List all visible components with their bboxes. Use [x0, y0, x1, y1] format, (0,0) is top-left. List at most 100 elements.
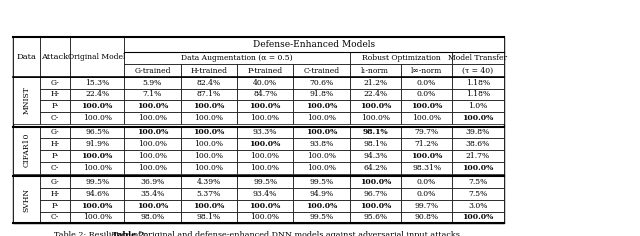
Text: H-: H-: [51, 190, 60, 198]
Bar: [180, 138, 237, 150]
Bar: [124, 88, 180, 100]
Bar: [349, 77, 401, 88]
Text: 7.5%: 7.5%: [468, 190, 488, 198]
Text: H-: H-: [51, 90, 60, 98]
Bar: [401, 64, 452, 77]
Text: G-: G-: [51, 178, 60, 186]
Text: 100.0%: 100.0%: [412, 114, 441, 122]
Bar: [452, 176, 504, 188]
Text: 100.0%: 100.0%: [250, 102, 281, 110]
Text: 94.3%: 94.3%: [363, 152, 387, 160]
Text: (τ = 40): (τ = 40): [463, 67, 493, 75]
Text: 100.0%: 100.0%: [81, 202, 113, 210]
Text: 93.4%: 93.4%: [253, 190, 277, 198]
Bar: [349, 150, 401, 162]
Bar: [237, 211, 293, 223]
Text: 15.3%: 15.3%: [85, 79, 109, 87]
Text: 0.0%: 0.0%: [417, 90, 436, 98]
Bar: [452, 150, 504, 162]
Bar: [452, 126, 504, 138]
Bar: [401, 162, 452, 174]
Bar: [237, 126, 293, 138]
Bar: [70, 100, 124, 112]
Bar: [293, 64, 349, 77]
Bar: [180, 112, 237, 124]
Bar: [124, 150, 180, 162]
Text: Table 2: Resilience of original and defense-enhanced DNN models against adversar: Table 2: Resilience of original and defe…: [54, 231, 462, 236]
Text: 99.5%: 99.5%: [253, 178, 277, 186]
Bar: [70, 112, 124, 124]
Bar: [40, 100, 70, 112]
Bar: [401, 126, 452, 138]
Bar: [70, 37, 124, 77]
Bar: [124, 112, 180, 124]
Bar: [40, 188, 70, 200]
Text: 98.1%: 98.1%: [196, 213, 221, 221]
Bar: [293, 176, 349, 188]
Bar: [452, 211, 504, 223]
Text: G-: G-: [51, 79, 60, 87]
Text: G-: G-: [51, 128, 60, 136]
Bar: [452, 138, 504, 150]
Text: 71.2%: 71.2%: [415, 140, 438, 148]
Text: Attack: Attack: [42, 53, 68, 61]
Bar: [180, 126, 237, 138]
Bar: [237, 64, 293, 77]
Bar: [452, 88, 504, 100]
Text: C-trained: C-trained: [303, 67, 339, 75]
Bar: [13, 37, 40, 77]
Bar: [401, 176, 452, 188]
Bar: [237, 77, 293, 88]
Bar: [180, 100, 237, 112]
Bar: [124, 64, 180, 77]
Text: 1.0%: 1.0%: [468, 102, 488, 110]
Bar: [452, 112, 504, 124]
Text: 100.0%: 100.0%: [83, 164, 111, 172]
Bar: [452, 188, 504, 200]
Text: 5.9%: 5.9%: [143, 79, 162, 87]
Bar: [401, 88, 452, 100]
Bar: [180, 77, 237, 88]
Bar: [124, 100, 180, 112]
Text: 21.2%: 21.2%: [363, 79, 387, 87]
Bar: [452, 100, 504, 112]
Text: 100.0%: 100.0%: [462, 164, 493, 172]
Text: 40.0%: 40.0%: [253, 79, 277, 87]
Bar: [180, 188, 237, 200]
Text: 98.31%: 98.31%: [412, 164, 441, 172]
Bar: [40, 150, 70, 162]
Text: 95.6%: 95.6%: [363, 213, 387, 221]
Text: H-trained: H-trained: [190, 67, 227, 75]
Bar: [124, 126, 180, 138]
Text: 35.4%: 35.4%: [140, 190, 164, 198]
Text: 93.3%: 93.3%: [253, 128, 277, 136]
Text: 100.0%: 100.0%: [306, 102, 337, 110]
Bar: [237, 112, 293, 124]
Bar: [293, 126, 349, 138]
Text: H-: H-: [51, 140, 60, 148]
Text: G-trained: G-trained: [134, 67, 171, 75]
Bar: [40, 37, 70, 77]
Bar: [40, 126, 70, 138]
Text: 7.1%: 7.1%: [143, 90, 162, 98]
Text: 100.0%: 100.0%: [307, 114, 336, 122]
Text: C-: C-: [51, 213, 60, 221]
Bar: [124, 200, 180, 211]
Text: MNIST: MNIST: [22, 86, 31, 114]
Text: 100.0%: 100.0%: [137, 102, 168, 110]
Text: 91.9%: 91.9%: [85, 140, 109, 148]
Bar: [124, 188, 180, 200]
Text: 5.37%: 5.37%: [196, 190, 221, 198]
Text: Original Model: Original Model: [68, 53, 126, 61]
Text: 7.5%: 7.5%: [468, 178, 488, 186]
Text: 100.0%: 100.0%: [462, 213, 493, 221]
Text: 100.0%: 100.0%: [251, 213, 280, 221]
Text: 100.0%: 100.0%: [81, 152, 113, 160]
Text: 99.5%: 99.5%: [309, 178, 333, 186]
Bar: [401, 138, 452, 150]
Text: 100.0%: 100.0%: [138, 164, 167, 172]
Bar: [452, 162, 504, 174]
Text: 100.0%: 100.0%: [251, 114, 280, 122]
Bar: [237, 162, 293, 174]
Bar: [180, 88, 237, 100]
